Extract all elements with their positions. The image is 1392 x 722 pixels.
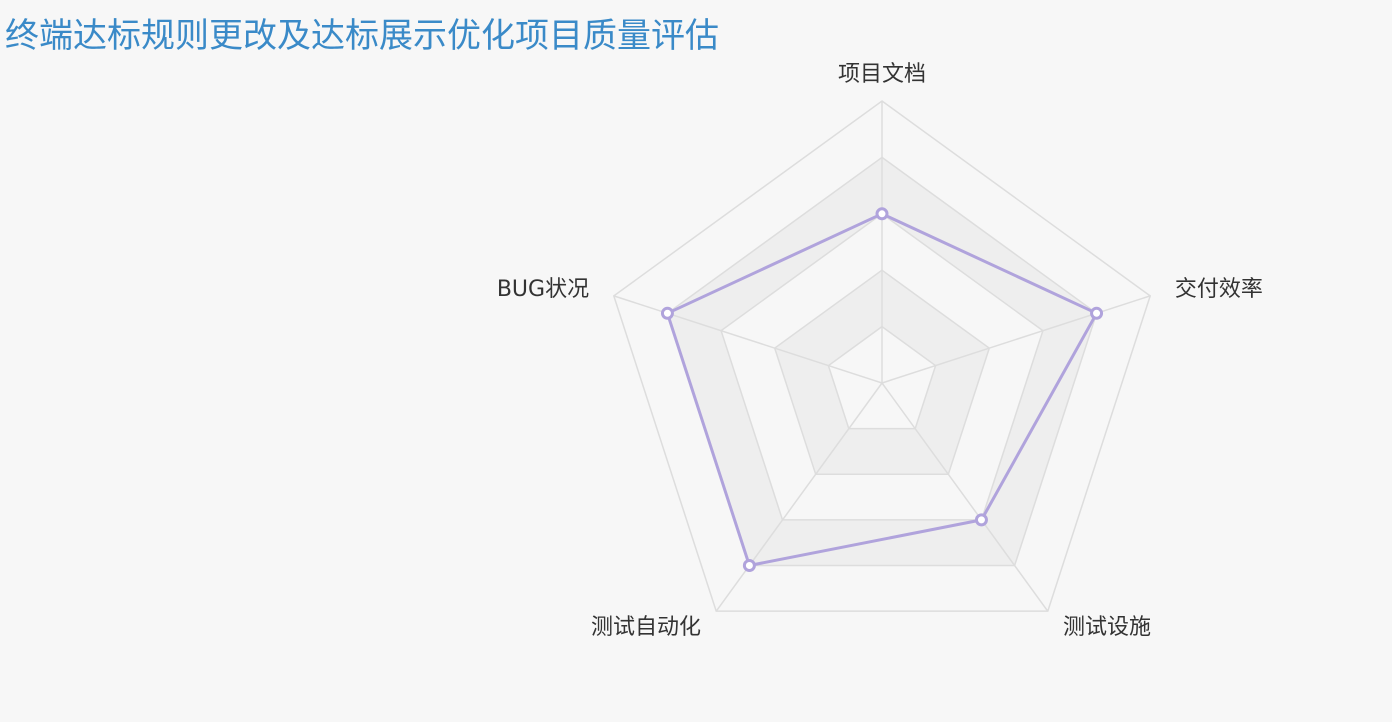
data-point-测试设施[interactable] xyxy=(974,513,988,527)
series-layer xyxy=(660,207,1104,573)
data-point-BUG状况[interactable] xyxy=(660,306,674,320)
series-line-0 xyxy=(665,212,1099,567)
split-area-2 xyxy=(774,270,990,475)
data-point-项目文档[interactable] xyxy=(875,207,889,221)
indicator-label-2: 测试设施 xyxy=(1063,615,1151,640)
indicator-label-4: BUG状况 xyxy=(497,277,589,302)
data-point-交付效率[interactable] xyxy=(1090,306,1104,320)
split-area-3 xyxy=(721,213,1043,520)
axis-line-4 xyxy=(613,295,883,384)
split-line-5 xyxy=(612,100,1152,612)
indicator-label-0: 项目文档 xyxy=(838,62,926,87)
axis-line-1 xyxy=(881,295,1151,384)
split-line-1 xyxy=(827,325,937,430)
split-area-5 xyxy=(613,101,1151,612)
axis-line-3 xyxy=(715,382,883,612)
axis-lines xyxy=(613,101,1151,612)
split-area-4 xyxy=(667,157,1097,566)
axis-line-2 xyxy=(881,382,1049,612)
split-line-3 xyxy=(720,212,1044,521)
chart-title: 终端达标规则更改及达标展示优化项目质量评估 xyxy=(5,16,719,56)
split-areas xyxy=(613,101,1151,612)
indicator-label-3: 测试自动化 xyxy=(591,615,701,640)
indicator-label-1: 交付效率 xyxy=(1175,277,1263,302)
split-lines xyxy=(612,100,1152,612)
data-point-测试自动化[interactable] xyxy=(742,559,756,573)
split-line-4 xyxy=(666,156,1098,567)
split-line-2 xyxy=(773,269,991,476)
